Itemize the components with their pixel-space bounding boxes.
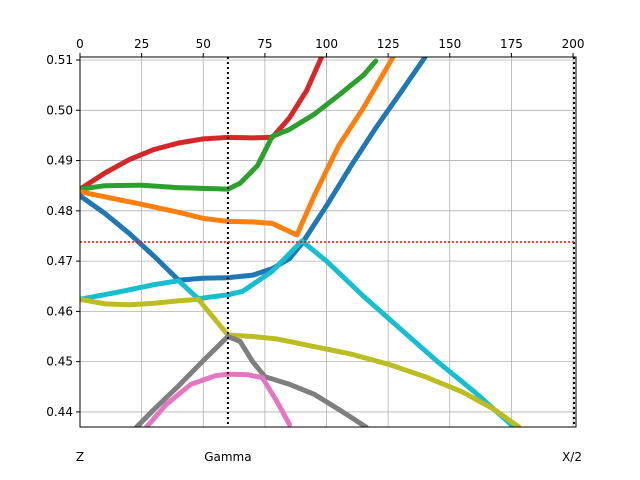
y-tick-label: 0.49	[46, 154, 73, 168]
x-tick-label: 200	[562, 37, 585, 51]
band-blue-line	[80, 57, 428, 283]
plot-frame	[79, 56, 577, 428]
y-tick-label: 0.45	[46, 355, 73, 369]
x-tick-label: 150	[438, 37, 461, 51]
y-tick-label: 0.47	[46, 254, 73, 268]
k-point-label: Z	[76, 450, 84, 464]
x-tick-label: 125	[377, 37, 400, 51]
band-pink-line	[144, 371, 292, 427]
band-olive-line	[80, 296, 522, 427]
k-point-label: X/2	[562, 450, 582, 464]
y-tick-label: 0.44	[46, 405, 73, 419]
band-green-line	[80, 58, 379, 192]
x-tick-label: 175	[500, 37, 523, 51]
y-tick-label: 0.48	[46, 204, 73, 218]
x-axis-ticks: 0 25 50 75 100 125 150 175 200	[76, 37, 584, 57]
y-tick-label: 0.46	[46, 304, 73, 318]
x-tick-label: 25	[134, 37, 149, 51]
k-point-labels: Z Gamma X/2	[76, 450, 582, 464]
reference-lines	[80, 57, 576, 427]
x-tick-label: 0	[76, 37, 84, 51]
k-point-label: Gamma	[204, 450, 251, 464]
y-axis-ticks: 0.44 0.45 0.46 0.47 0.48 0.49 0.50 0.51	[46, 53, 80, 419]
x-tick-label: 75	[257, 37, 272, 51]
y-tick-label: 0.50	[46, 103, 73, 117]
band-red-line	[80, 57, 325, 192]
x-tick-label: 50	[196, 37, 211, 51]
band-cyan-line	[80, 238, 517, 427]
series-group	[80, 57, 522, 427]
x-tick-label: 100	[315, 37, 338, 51]
band-orange-line	[80, 57, 396, 238]
band-gray-line	[134, 334, 369, 427]
y-tick-label: 0.51	[46, 53, 73, 67]
